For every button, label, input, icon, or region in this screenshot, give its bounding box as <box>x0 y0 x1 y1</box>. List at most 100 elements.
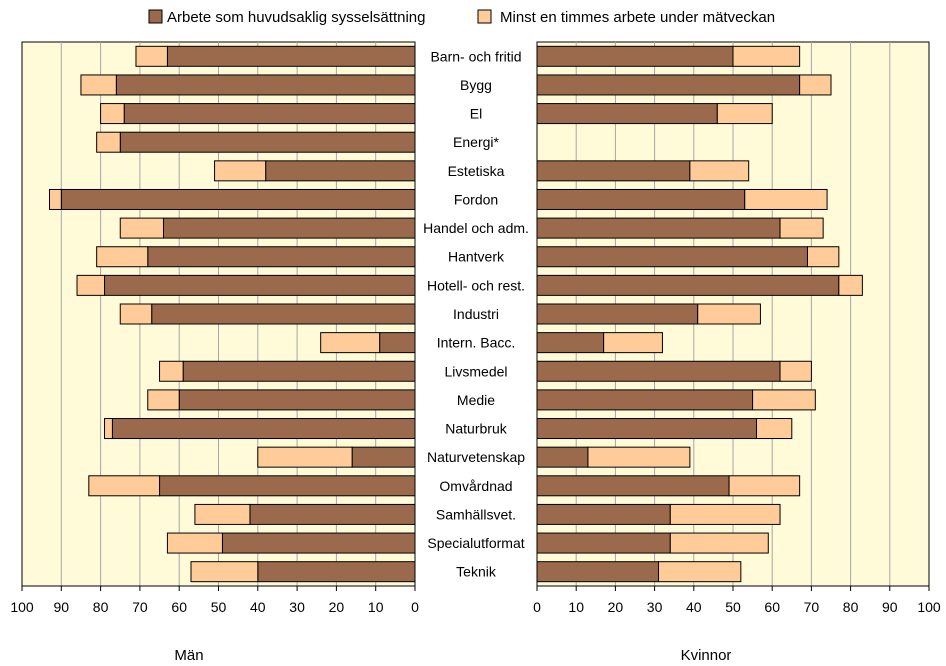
x-tick-label-women: 0 <box>533 599 541 615</box>
x-axis-label-women: Kvinnor <box>681 647 732 664</box>
bar-women-one-hour-work <box>838 274 863 296</box>
category-label: Handel och adm. <box>423 220 529 236</box>
legend-swatch-main-occupation <box>148 9 163 24</box>
x-axis-label-men: Män <box>174 647 203 664</box>
category-labels: Barn- och fritid Bygg El Energi* Estetiska Fo… <box>423 48 529 579</box>
bar-women-main-occupation <box>536 45 734 67</box>
x-tick-label-men: 0 <box>411 599 419 615</box>
bar-men-main-occupation <box>119 131 416 153</box>
bar-women-one-hour-work <box>799 74 832 96</box>
x-tick-label-women: 10 <box>568 599 584 615</box>
x-tick-label-men: 90 <box>54 599 70 615</box>
bar-women-one-hour-work <box>732 45 801 67</box>
bar-men-main-occupation <box>379 332 416 354</box>
x-tick-label-women: 90 <box>882 599 898 615</box>
bar-women-one-hour-work <box>669 503 781 525</box>
bar-women-one-hour-work <box>716 103 773 125</box>
x-tick-label-men: 60 <box>171 599 187 615</box>
bar-men-main-occupation <box>151 303 416 325</box>
bar-men-main-occupation <box>159 475 416 497</box>
bar-women-main-occupation <box>536 188 746 210</box>
bar-women-main-occupation <box>536 503 671 525</box>
bar-men-main-occupation <box>104 274 416 296</box>
bar-men-one-hour-work <box>80 74 117 96</box>
bar-men-one-hour-work <box>135 45 168 67</box>
category-label: Intern. Bacc. <box>437 335 516 351</box>
bar-men-one-hour-work <box>96 131 121 153</box>
category-label: Hantverk <box>448 249 505 265</box>
category-label: Estetiska <box>448 163 505 179</box>
category-label: Naturvetenskap <box>427 449 525 465</box>
legend: Arbete som huvudsaklig sysselsättning Mi… <box>148 9 775 26</box>
x-tick-label-men: 80 <box>93 599 109 615</box>
bar-women-one-hour-work <box>658 561 742 583</box>
x-tick-label-men: 40 <box>250 599 266 615</box>
bar-women-main-occupation <box>536 561 660 583</box>
category-label: Barn- och fritid <box>430 48 521 64</box>
bar-men-one-hour-work <box>190 561 259 583</box>
bar-men-main-occupation <box>257 561 416 583</box>
bar-men-one-hour-work <box>49 188 62 210</box>
bar-men-main-occupation <box>182 360 416 382</box>
category-label: Energi* <box>453 134 499 150</box>
x-tick-label-women: 50 <box>725 599 741 615</box>
bar-men-one-hour-work <box>100 103 125 125</box>
bar-women-main-occupation <box>536 532 671 554</box>
bar-men-main-occupation <box>351 446 416 468</box>
bar-women-one-hour-work <box>587 446 691 468</box>
x-tick-label-women: 40 <box>686 599 702 615</box>
bar-men-one-hour-work <box>194 503 251 525</box>
bar-men-main-occupation <box>115 74 416 96</box>
bar-men-one-hour-work <box>166 532 223 554</box>
x-tick-label-women: 20 <box>608 599 624 615</box>
bar-men-one-hour-work <box>88 475 161 497</box>
x-tick-label-men: 30 <box>289 599 305 615</box>
bar-women-one-hour-work <box>779 360 812 382</box>
bar-women-one-hour-work <box>756 418 793 440</box>
x-tick-label-women: 80 <box>843 599 859 615</box>
category-label: Specialutformat <box>427 535 524 551</box>
bar-men-one-hour-work <box>76 274 106 296</box>
bar-women-one-hour-work <box>697 303 761 325</box>
category-label: Bygg <box>460 77 492 93</box>
x-tick-label-men: 10 <box>368 599 384 615</box>
category-label: El <box>470 106 482 122</box>
x-tick-label-men: 50 <box>211 599 227 615</box>
x-tick-label-men: 20 <box>329 599 345 615</box>
bar-men-one-hour-work <box>96 246 149 268</box>
bar-women-main-occupation <box>536 332 605 354</box>
bar-women-main-occupation <box>536 418 758 440</box>
bar-men-main-occupation <box>221 532 416 554</box>
category-label: Teknik <box>456 564 497 580</box>
category-label: Naturbruk <box>445 421 507 437</box>
bar-women-main-occupation <box>536 74 801 96</box>
bar-women-one-hour-work <box>779 217 824 239</box>
bar-men-one-hour-work <box>320 332 381 354</box>
bar-women-one-hour-work <box>603 332 663 354</box>
category-label: Livsmedel <box>444 363 507 379</box>
bar-women-one-hour-work <box>689 160 750 182</box>
x-tick-label-men: 100 <box>10 599 34 615</box>
legend-swatch-one-hour-work <box>477 9 492 24</box>
bar-women-one-hour-work <box>806 246 840 268</box>
bar-men-main-occupation <box>111 418 416 440</box>
bar-men-main-occupation <box>162 217 416 239</box>
x-tick-label-men: 70 <box>132 599 148 615</box>
bar-men-main-occupation <box>166 45 416 67</box>
bar-women-main-occupation <box>536 303 699 325</box>
bar-women-one-hour-work <box>752 389 816 411</box>
bar-men-main-occupation <box>249 503 416 525</box>
category-label: Medie <box>457 392 495 408</box>
panel-men: 100 90 80 70 60 50 40 30 20 10 0 <box>10 41 419 615</box>
bar-women-main-occupation <box>536 160 691 182</box>
bar-women-main-occupation <box>536 274 840 296</box>
bar-men-main-occupation <box>265 160 416 182</box>
bar-women-one-hour-work <box>744 188 828 210</box>
bar-women-main-occupation <box>536 360 781 382</box>
bar-men-one-hour-work <box>119 217 164 239</box>
category-label: Fordon <box>454 191 498 207</box>
x-tick-label-women: 100 <box>917 599 941 615</box>
category-label: Samhällsvet. <box>436 506 516 522</box>
x-tick-label-women: 70 <box>804 599 820 615</box>
